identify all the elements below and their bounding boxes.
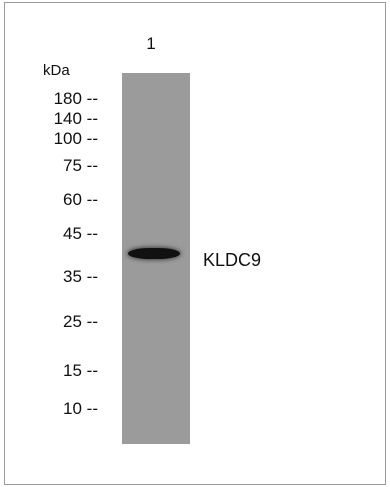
marker-180-label: 180 --: [53, 89, 98, 108]
marker-25-label: 25 --: [63, 312, 98, 331]
western-blot-figure: [4, 2, 386, 485]
marker-10-label: 10 --: [63, 399, 98, 418]
marker-45-label: 45 --: [63, 224, 98, 243]
marker-140-label: 140 --: [53, 109, 98, 128]
marker-15-label: 15 --: [63, 361, 98, 380]
marker-100-label: 100 --: [53, 129, 98, 148]
lane-number-label: 1: [146, 34, 156, 53]
band-target-label: KLDC9: [203, 250, 262, 270]
marker-60-label: 60 --: [63, 190, 98, 209]
protein-band: [128, 248, 180, 259]
marker-35-label: 35 --: [63, 267, 98, 286]
marker-75-label: 75 --: [63, 156, 98, 175]
molecular-weight-unit-label: kDa: [43, 62, 70, 79]
